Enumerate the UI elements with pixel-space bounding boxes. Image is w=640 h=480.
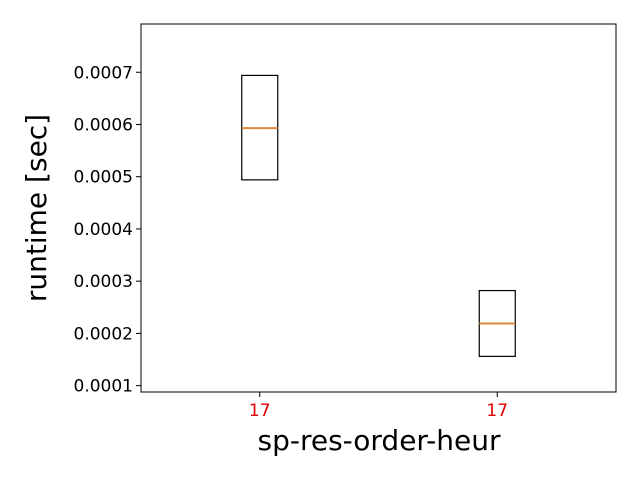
y-tick-label: 0.0004 [74,220,133,240]
box-series [241,74,516,357]
y-tick-label: 0.0007 [74,63,133,83]
y-axis: 0.0001 0.0002 0.0003 0.0004 0.0005 0.0006 0.00… [74,63,141,397]
y-tick-label: 0.0006 [74,115,133,135]
plot-area [140,23,617,393]
x-tick-label: 17 [486,401,508,421]
y-tick-label: 0.0003 [74,272,133,292]
y-tick-label: 0.0002 [74,324,133,344]
y-axis-label: runtime [sec] [20,114,53,302]
x-axis: 17 17 [249,392,508,421]
x-axis-label: sp-res-order-heur [257,424,500,457]
x-tick-label: 17 [249,401,271,421]
y-tick-label: 0.0001 [74,377,133,397]
y-tick-label: 0.0005 [74,168,133,188]
